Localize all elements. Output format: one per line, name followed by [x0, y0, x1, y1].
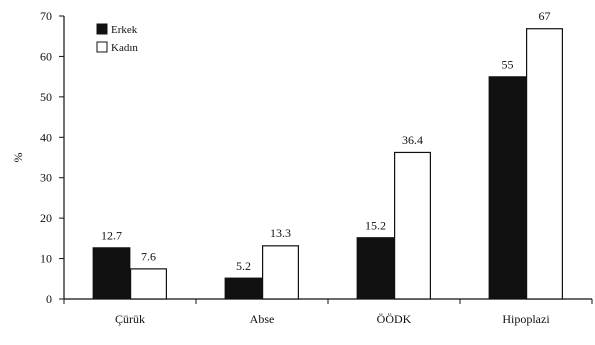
data-label: 15.2: [365, 219, 386, 233]
data-label: 36.4: [402, 133, 423, 147]
y-tick-label: 30: [40, 171, 52, 185]
y-tick-label: 20: [40, 211, 52, 225]
y-tick-label: 40: [40, 130, 52, 144]
bar-erkek: [488, 76, 527, 300]
y-tick-label: 50: [40, 90, 52, 104]
bar-kadın: [130, 268, 168, 300]
y-tick-label: 10: [40, 252, 52, 266]
data-label: 67: [539, 9, 551, 23]
legend-label: Erkek: [111, 24, 138, 36]
data-label: 7.6: [141, 249, 156, 263]
data-labels: 12.7 7.6 5.2 13.3 15.2 36.4 55 67: [101, 9, 551, 273]
legend-swatch-kadın: [96, 41, 108, 53]
legend-swatch-erkek: [96, 23, 108, 35]
legend: Erkek Kadın: [96, 23, 138, 54]
x-tick-label: Çürük: [115, 312, 145, 326]
bar-erkek: [92, 247, 131, 300]
data-label: 12.7: [101, 229, 122, 243]
bar-kadın: [394, 151, 432, 300]
bar-erkek: [356, 237, 395, 300]
data-label: 5.2: [236, 259, 251, 273]
axes: 0 10 20 30 40 50 60 70% Çürük Abse ÖÖDK Hipoplazi: [11, 9, 593, 326]
x-tick-label: ÖÖDK: [377, 312, 412, 326]
y-tick-label: 70: [40, 9, 52, 23]
x-tick-label: Hipoplazi: [502, 312, 550, 326]
data-label: 13.3: [270, 226, 291, 240]
bars: [92, 28, 563, 300]
x-tick-label: Abse: [250, 312, 275, 326]
y-axis-title: %: [11, 153, 25, 163]
data-label: 55: [502, 58, 514, 72]
y-tick-label: 0: [46, 292, 52, 306]
y-tick-label: 60: [40, 49, 52, 63]
bar-kadın: [525, 28, 563, 300]
bar-kadın: [262, 245, 300, 300]
bar-erkek: [224, 277, 263, 300]
legend-label: Kadın: [111, 42, 138, 54]
